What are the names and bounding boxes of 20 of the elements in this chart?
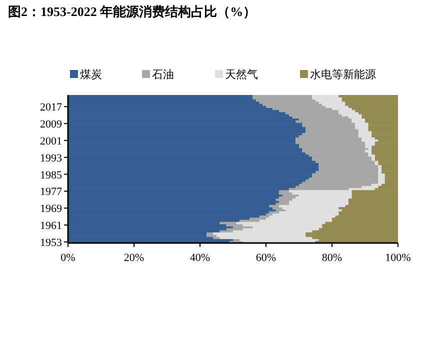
legend-label: 水电等新能源: [310, 68, 376, 81]
x-tick-label: 80%: [322, 252, 342, 264]
legend-label: 石油: [152, 68, 174, 81]
x-tick-label: 100%: [385, 252, 411, 264]
y-tick-label: 1953: [40, 236, 62, 249]
y-tick-label: 1969: [40, 203, 62, 216]
y-tick-label: 1993: [40, 152, 62, 164]
y-tick-label: 1985: [40, 169, 62, 182]
y-tick-label: 2009: [40, 118, 62, 131]
x-tick-label: 60%: [256, 252, 276, 264]
x-tick-label: 20%: [124, 252, 144, 264]
y-tick-label: 2001: [40, 135, 62, 148]
chart-title: 图2：1953-2022 年能源消费结构占比（%）: [8, 4, 256, 19]
legend-label: 煤炭: [80, 68, 102, 81]
x-tick-label: 0%: [60, 252, 76, 264]
y-tick-label: 2017: [40, 102, 62, 114]
y-tick-label: 1961: [40, 220, 62, 232]
y-tick-label: 1977: [40, 186, 62, 198]
legend-label: 天然气: [225, 69, 258, 81]
x-tick-label: 40%: [190, 252, 210, 264]
